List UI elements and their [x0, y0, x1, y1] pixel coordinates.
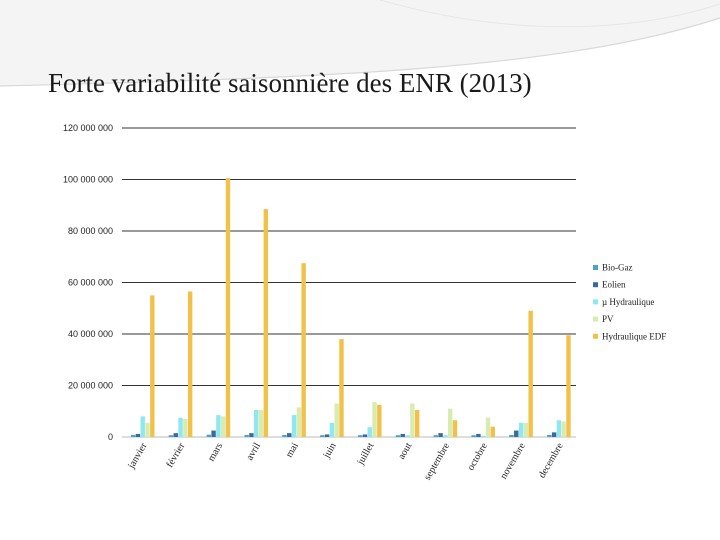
- bar-hydraulique-edf-fvrier: [187, 291, 193, 437]
- bar-bio-gaz-novembre: [509, 434, 514, 437]
- x-tick-label: mars: [206, 441, 225, 463]
- bar-hydraulique-edf-juin: [339, 339, 344, 437]
- bar-pv-aout: [410, 403, 415, 437]
- bar-hydraulique-edf-mars: [225, 178, 231, 437]
- bar-hydraulique-edf-novembre: [528, 310, 533, 437]
- legend-swatch: [593, 333, 598, 339]
- bar-pv-janvier: [145, 422, 150, 437]
- bar-eolien-juillet: [362, 434, 368, 437]
- legend-swatch: [593, 265, 598, 270]
- bar-bio-gaz-juillet: [357, 435, 363, 437]
- x-tick-label: octobre: [465, 441, 490, 473]
- bar-hydraulique-mai: [291, 415, 297, 437]
- bar-eolien-mars: [211, 430, 216, 437]
- bar-eolien-avril: [249, 433, 254, 437]
- legend-entry: PV: [602, 314, 614, 324]
- bar-bio-gaz-fvrier: [168, 435, 174, 437]
- bar-hydraulique-edf-juillet: [377, 404, 382, 437]
- bar-hydraulique-septembre: [443, 435, 448, 437]
- legend-swatch: [593, 316, 598, 322]
- bar-eolien-novembre: [514, 430, 519, 437]
- bar-hydraulique-edf-octobre: [490, 426, 496, 437]
- bar-hydraulique-edf-decembre: [566, 335, 571, 437]
- bar-pv-mai: [296, 407, 302, 437]
- bar-hydraulique-decembre: [556, 420, 562, 437]
- bar-bio-gaz-decembre: [547, 434, 552, 437]
- legend-entry: Eolien: [602, 280, 626, 290]
- bar-hydraulique-novembre: [518, 422, 524, 437]
- bar-bio-gaz-septembre: [433, 435, 438, 437]
- bar-bio-gaz-mars: [206, 434, 211, 437]
- legend-swatch: [593, 299, 598, 305]
- bar-hydraulique-juin: [329, 422, 335, 437]
- bar-eolien-juin: [324, 434, 330, 437]
- bar-hydraulique-edf-avril: [263, 209, 269, 437]
- bar-hydraulique-edf-aout: [414, 409, 420, 437]
- bar-pv-novembre: [523, 422, 529, 437]
- x-tick-label: janvier: [126, 440, 150, 471]
- slide-title: Forte variabilité saisonnière des ENR (2…: [48, 68, 532, 98]
- bar-eolien-septembre: [438, 433, 443, 437]
- bar-pv-fvrier: [183, 418, 188, 437]
- legend-entry: µ Hydraulique: [602, 297, 654, 307]
- bar-pv-decembre: [561, 421, 566, 437]
- x-tick-label: mai: [284, 441, 301, 460]
- y-tick-label: 40 000 000: [68, 329, 113, 339]
- bar-eolien-fvrier: [173, 433, 178, 437]
- bar-pv-juillet: [372, 402, 377, 437]
- y-tick-label: 20 000 000: [68, 381, 113, 391]
- x-tick-label: septembre: [422, 441, 452, 483]
- y-tick-label: 0: [108, 432, 113, 442]
- bar-hydraulique-avril: [254, 409, 259, 437]
- bar-eolien-janvier: [135, 433, 141, 437]
- bar-eolien-aout: [400, 433, 405, 437]
- bar-pv-mars: [220, 416, 226, 437]
- bar-hydraulique-fvrier: [178, 417, 183, 437]
- bar-pv-juin: [334, 403, 339, 437]
- legend-entry: Hydraulique EDF: [602, 331, 666, 341]
- bar-hydraulique-edf-janvier: [150, 295, 155, 437]
- legend-swatch: [593, 282, 598, 288]
- bar-bio-gaz-janvier: [130, 434, 136, 437]
- x-tick-label: février: [164, 440, 187, 469]
- legend-entry: Bio-Gaz: [602, 263, 633, 273]
- bar-bio-gaz-octobre: [471, 435, 476, 437]
- bar-hydraulique-janvier: [140, 416, 145, 437]
- x-tick-label: juillet: [355, 441, 377, 468]
- bar-hydraulique-aout: [405, 435, 410, 437]
- bar-hydraulique-octobre: [481, 435, 486, 437]
- y-tick-label: 60 000 000: [68, 278, 113, 288]
- x-tick-label: novembre: [498, 441, 528, 482]
- bar-pv-septembre: [447, 408, 453, 437]
- x-tick-label: aout: [396, 441, 414, 462]
- y-tick-label: 100 000 000: [63, 175, 113, 185]
- bar-pv-octobre: [485, 417, 491, 437]
- bar-bio-gaz-aout: [395, 435, 401, 437]
- y-tick-label: 80 000 000: [68, 226, 113, 236]
- bar-bio-gaz-avril: [244, 434, 249, 437]
- y-tick-label: 120 000 000: [63, 123, 113, 133]
- x-tick-label: juin: [321, 441, 339, 461]
- bar-eolien-octobre: [476, 433, 481, 437]
- x-tick-label: avril: [244, 441, 263, 463]
- bar-eolien-decembre: [551, 432, 557, 437]
- bar-hydraulique-juillet: [367, 427, 372, 437]
- bar-hydraulique-edf-septembre: [452, 420, 458, 437]
- x-tick-label: decembre: [537, 441, 566, 481]
- bar-pv-avril: [258, 409, 264, 437]
- bar-hydraulique-mars: [216, 415, 221, 437]
- bar-hydraulique-edf-mai: [301, 263, 306, 437]
- bar-bio-gaz-juin: [320, 435, 325, 437]
- bar-eolien-mai: [287, 433, 292, 437]
- bar-bio-gaz-mai: [282, 434, 287, 437]
